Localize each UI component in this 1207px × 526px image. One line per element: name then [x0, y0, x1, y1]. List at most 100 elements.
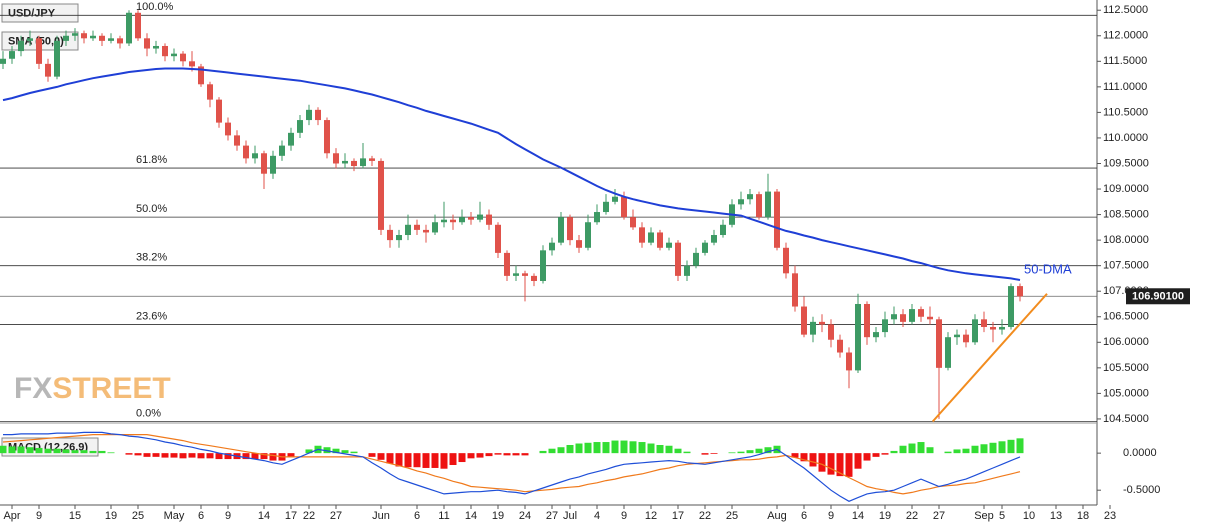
y-tick-label: 112.0000 — [1103, 30, 1148, 42]
histogram-bar — [917, 442, 925, 454]
histogram-bar — [809, 453, 817, 467]
y-tick-label: 104.5000 — [1103, 413, 1149, 425]
signal-line — [2, 434, 1021, 495]
histogram-bar — [215, 453, 223, 460]
candle-body — [891, 314, 897, 320]
x-tick-label: 15 — [69, 510, 81, 522]
x-tick-label: 17 — [672, 510, 684, 522]
histogram-bar — [890, 450, 898, 454]
histogram-bar — [899, 445, 907, 454]
x-tick-label: 12 — [645, 510, 657, 522]
histogram-bar — [566, 445, 574, 454]
candle-body — [531, 275, 537, 281]
histogram-bar — [746, 450, 754, 454]
histogram-bar — [791, 453, 799, 458]
histogram-bar — [548, 448, 556, 454]
candle-body — [711, 235, 717, 243]
histogram-bar — [755, 448, 763, 454]
candle-body — [126, 12, 132, 44]
watermark: FXSTREET — [14, 372, 171, 405]
histogram-bar — [503, 453, 511, 456]
histogram-bar — [953, 449, 961, 454]
histogram-bar — [845, 453, 853, 477]
candle-body — [441, 219, 447, 223]
candle-body — [612, 196, 618, 202]
histogram-bar — [1007, 439, 1015, 454]
histogram-bar — [98, 450, 106, 454]
candle-body — [513, 273, 519, 276]
candle-body — [900, 314, 906, 322]
histogram-bar — [818, 453, 826, 472]
histogram-bar — [683, 451, 691, 454]
histogram-bar — [881, 453, 889, 455]
histogram-bar — [125, 453, 133, 455]
candle-body — [63, 35, 69, 41]
histogram-bar — [71, 450, 79, 454]
histogram-bar — [440, 453, 448, 469]
candle-body — [639, 227, 645, 243]
candle-body — [477, 214, 483, 220]
histogram-bar — [584, 442, 592, 454]
candle-body — [927, 316, 933, 320]
candle-body — [369, 158, 375, 161]
candle-body — [846, 352, 852, 371]
candle-body — [954, 334, 960, 338]
candle-body — [918, 309, 924, 317]
x-tick-label: 14 — [852, 510, 864, 522]
histogram-bar — [0, 445, 7, 454]
x-tick-label: 6 — [414, 510, 420, 522]
symbol-label: USD/JPY — [8, 7, 56, 19]
candle-body — [117, 38, 123, 44]
candle-body — [171, 53, 177, 57]
histogram-bar — [710, 453, 718, 454]
candle-body — [738, 199, 744, 205]
histogram-bar — [260, 453, 268, 460]
histogram-bar — [350, 451, 358, 454]
fib-label: 23.6% — [136, 310, 167, 322]
candle-body — [819, 321, 825, 325]
y-tick-label: 110.0000 — [1103, 132, 1148, 144]
histogram-bar — [557, 447, 565, 454]
candle-body — [216, 99, 222, 123]
histogram-bar — [728, 452, 736, 454]
candle-body — [981, 319, 987, 327]
histogram-bar — [971, 445, 979, 454]
candle-body — [837, 339, 843, 353]
candle-body — [999, 326, 1005, 330]
histogram-bar — [395, 453, 403, 467]
histogram-bar — [908, 443, 916, 454]
histogram-bar — [458, 453, 466, 463]
candle-body — [378, 160, 384, 230]
histogram-bar — [62, 449, 70, 454]
x-tick-label: 11 — [438, 510, 449, 522]
histogram-bar — [485, 453, 493, 457]
candle-body — [855, 303, 861, 371]
candle-body — [801, 306, 807, 335]
histogram-bar — [224, 453, 232, 460]
candle-body — [549, 242, 555, 251]
histogram-bar — [854, 453, 862, 469]
histogram-bar — [998, 441, 1006, 454]
candle-body — [828, 324, 834, 340]
candle-body — [342, 160, 348, 164]
candle-body — [990, 326, 996, 330]
y-tick-label: 110.5000 — [1103, 106, 1148, 118]
candle-body — [666, 242, 672, 248]
histogram-bar — [989, 442, 997, 454]
candle-body — [54, 40, 60, 77]
x-tick-label: Sep — [974, 510, 994, 522]
x-tick-label: 25 — [132, 510, 144, 522]
histogram-bar — [80, 450, 88, 454]
histogram-bar — [620, 440, 628, 454]
candle-body — [585, 222, 591, 248]
y-tick-label: 108.5000 — [1103, 208, 1149, 220]
x-tick-label: 27 — [933, 510, 945, 522]
candle-body — [603, 201, 609, 213]
histogram-bar — [737, 451, 745, 454]
y-tick-label: 106.5000 — [1103, 311, 1149, 323]
last-price-box — [1126, 288, 1190, 305]
candle-body — [882, 319, 888, 333]
histogram-bar — [197, 453, 205, 459]
